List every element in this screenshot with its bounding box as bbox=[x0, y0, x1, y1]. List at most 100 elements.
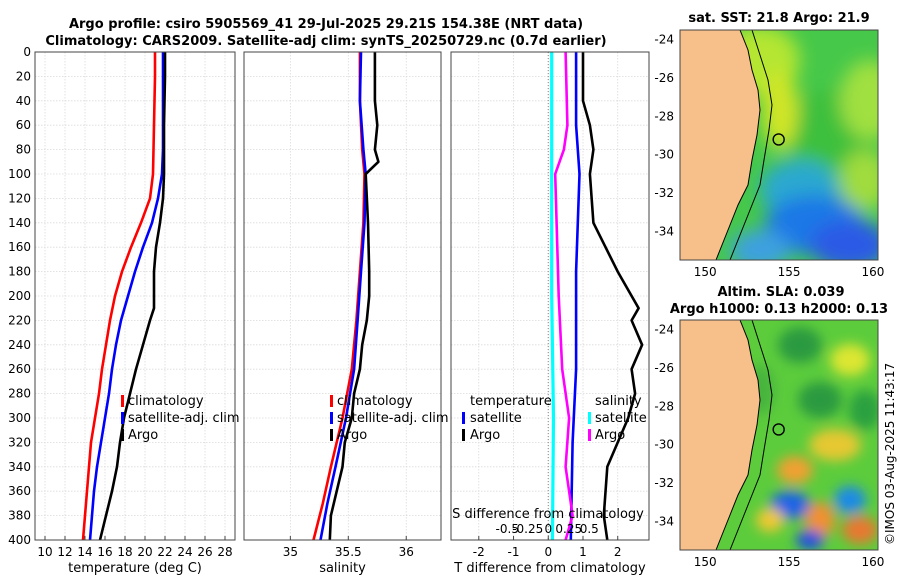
map-lat-tick: -28 bbox=[654, 109, 674, 123]
x-tick-label: 1 bbox=[579, 545, 587, 559]
header-line-2: Climatology: CARS2009. Satellite-adj cli… bbox=[45, 34, 606, 49]
x-tick-label: -1 bbox=[508, 545, 520, 559]
legend-header-temperature: temperature bbox=[470, 394, 552, 409]
series-line-temperature-satellite bbox=[569, 52, 581, 541]
series-line-climatology bbox=[81, 52, 157, 541]
map-lat-tick: -34 bbox=[654, 224, 674, 238]
y-tick-label: 0 bbox=[23, 45, 31, 59]
y-tick-label: 400 bbox=[8, 533, 31, 547]
legend-temperature: climatology satellite-adj. clim Argo bbox=[121, 394, 240, 443]
series-line-argo bbox=[328, 52, 380, 541]
plot-salinity: 35 35.5 36 salinity bbox=[243, 51, 442, 576]
map-sst-title: sat. SST: 21.8 Argo: 21.9 bbox=[688, 11, 869, 26]
s-diff-tick-label: 0.25 bbox=[555, 522, 582, 536]
x-tick-label: 14 bbox=[77, 545, 92, 559]
y-tick-label: 360 bbox=[8, 484, 31, 498]
imos-timestamp: ©IMOS 03-Aug-2025 11:43:17 bbox=[883, 363, 897, 545]
x-tick-label: 10 bbox=[37, 545, 52, 559]
s-diff-tick-label: -0.5 bbox=[496, 522, 519, 536]
legend-swatch-climatology bbox=[330, 395, 333, 407]
x-tick-label: 22 bbox=[157, 545, 172, 559]
map-sla-subtitle: Argo h1000: 0.13 h2000: 0.13 bbox=[670, 302, 888, 317]
s-diff-tick-label: 0.5 bbox=[580, 522, 599, 536]
legend-swatch-argo bbox=[121, 429, 124, 441]
header-line-1: Argo profile: csiro 5905569_41 29-Jul-20… bbox=[69, 17, 583, 32]
series-line-argo bbox=[98, 52, 167, 541]
s-diff-tick-label: -0.25 bbox=[512, 522, 543, 536]
map-lon-tick: 155 bbox=[778, 265, 801, 279]
legend-swatch-satellite bbox=[330, 412, 333, 424]
y-tick-label: 60 bbox=[16, 118, 31, 132]
y-tick-label: 260 bbox=[8, 362, 31, 376]
argo-position-marker bbox=[772, 133, 785, 146]
map-lat-tick: -32 bbox=[654, 476, 674, 490]
legend-swatch-s-argo bbox=[588, 429, 591, 441]
map-lat-tick: -24 bbox=[654, 33, 674, 47]
x-tick-label: 12 bbox=[57, 545, 72, 559]
map-lon-tick: 155 bbox=[778, 555, 801, 569]
y-tick-label: 340 bbox=[8, 460, 31, 474]
plot-frame bbox=[450, 51, 650, 541]
legend-swatch-s-satellite bbox=[588, 412, 591, 424]
y-tick-label: 100 bbox=[8, 167, 31, 181]
argo-position-marker bbox=[772, 423, 785, 436]
y-tick-label: 320 bbox=[8, 435, 31, 449]
legend-swatch-climatology bbox=[121, 395, 124, 407]
y-tick-label: 40 bbox=[16, 94, 31, 108]
map-lat-tick: -28 bbox=[654, 399, 674, 413]
legend-swatch-argo bbox=[330, 429, 333, 441]
x-tick-label: 35 bbox=[283, 545, 298, 559]
legend-swatch-t-satellite bbox=[462, 412, 465, 424]
x-axis-label: T difference from climatology bbox=[453, 561, 646, 576]
y-tick-label: 120 bbox=[8, 191, 31, 205]
legend-header-salinity: salinity bbox=[595, 394, 642, 409]
map-lon-tick: 150 bbox=[694, 555, 717, 569]
legend-differences: temperature salinity satellite Argo sate… bbox=[462, 394, 647, 443]
series-line-satellite-adj-clim bbox=[319, 51, 368, 541]
x-tick-label: 16 bbox=[97, 545, 112, 559]
map-lat-tick: -26 bbox=[654, 361, 674, 375]
x-axis-label: salinity bbox=[319, 561, 366, 576]
map-sla: Altim. SLA: 0.039 Argo h1000: 0.13 h2000… bbox=[654, 285, 888, 569]
legend-label-argo: Argo bbox=[337, 428, 367, 443]
legend-label-satellite: satellite-adj. clim bbox=[337, 411, 449, 426]
map-lat-tick: -30 bbox=[654, 438, 674, 452]
legend-label-satellite: satellite-adj. clim bbox=[128, 411, 240, 426]
y-tick-label: 380 bbox=[8, 509, 31, 523]
map-sst: sat. SST: 21.8 Argo: 21.9 150 155 160 -24 -2… bbox=[654, 11, 885, 279]
map-lat-tick: -26 bbox=[654, 71, 674, 85]
map-lat-tick: -32 bbox=[654, 186, 674, 200]
y-tick-label: 160 bbox=[8, 240, 31, 254]
x-tick-label: 26 bbox=[197, 545, 212, 559]
series-line-salinity-satellite bbox=[550, 52, 556, 541]
y-tick-label: 300 bbox=[8, 411, 31, 425]
series-line-temperature-argo bbox=[581, 52, 644, 541]
x-tick-label: 18 bbox=[117, 545, 132, 559]
plot-frame bbox=[243, 51, 442, 541]
s-difference-ticks: -0.5-0.25 0 0.250.5 bbox=[496, 522, 599, 536]
plot-differences: -2 -1 0 1 2 T difference from climatology bbox=[450, 51, 650, 576]
map-lat-tick: -30 bbox=[654, 148, 674, 162]
map-lat-tick: -34 bbox=[654, 514, 674, 528]
map-lon-tick: 160 bbox=[862, 265, 885, 279]
legend-label-climatology: climatology bbox=[128, 394, 204, 409]
x-tick-label: 0 bbox=[544, 545, 552, 559]
legend-swatch-t-argo bbox=[462, 429, 465, 441]
plot-frame bbox=[34, 51, 236, 541]
y-tick-label: 220 bbox=[8, 313, 31, 327]
legend-label-t-satellite: satellite bbox=[470, 411, 522, 426]
x-tick-label: 20 bbox=[137, 545, 152, 559]
legend-label-climatology: climatology bbox=[337, 394, 413, 409]
map-lat-tick: -24 bbox=[654, 323, 674, 337]
y-tick-label: 200 bbox=[8, 289, 31, 303]
y-tick-label: 180 bbox=[8, 265, 31, 279]
series-line-climatology bbox=[312, 52, 366, 541]
x-axis-label: temperature (deg C) bbox=[68, 561, 202, 576]
s-diff-tick-label: 0 bbox=[544, 522, 552, 536]
legend-label-t-argo: Argo bbox=[470, 428, 500, 443]
x-tick-label: 35.5 bbox=[335, 545, 362, 559]
x-tick-label: 2 bbox=[614, 545, 622, 559]
x-tick-label: 24 bbox=[177, 545, 192, 559]
legend-swatch-satellite bbox=[121, 412, 124, 424]
